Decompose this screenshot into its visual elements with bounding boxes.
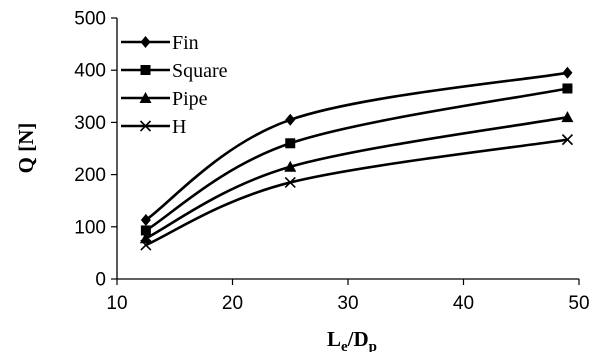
x-axis-title: Le/Dp [327,327,377,352]
legend-label-square: Square [172,60,228,82]
data-point-pipe [561,111,574,123]
legend-item-square: Square [121,60,228,82]
x-tick-label: 20 [222,293,243,314]
series-line-square [145,87,568,232]
series-line-pipe [145,115,568,240]
x-axis-title-main: L [327,327,341,351]
series-h [140,134,574,251]
data-point-h [140,239,152,251]
data-point-square [285,138,296,149]
legend-marker-h [139,120,152,132]
series-line-fin [145,71,568,222]
axes: 0 100 200 300 400 500 10 20 30 40 50 [74,9,589,315]
legend-item-fin: Fin [121,32,199,54]
legend: Fin Square Pipe H [121,32,228,138]
x-tick-label: 50 [568,293,589,314]
data-point-h [284,176,296,188]
y-axis-title: Q [N] [14,123,38,174]
series-line-h [145,138,568,247]
y-tick-label: 200 [74,165,106,186]
series-pipe [139,111,574,244]
series-square [140,83,573,236]
x-axis-title-mid: /D [347,327,369,351]
legend-item-h: H [121,116,186,138]
y-tick-label: 400 [74,61,106,82]
x-tick-label: 10 [106,293,127,314]
data-point-fin [140,214,151,227]
legend-item-pipe: Pipe [121,88,208,110]
data-point-square [562,83,573,94]
y-tick-label: 300 [74,113,106,134]
legend-label-h: H [172,116,186,138]
data-point-h [561,134,574,146]
data-point-fin [562,66,573,79]
x-axis-title-sub2: p [369,339,377,352]
x-tick-label: 40 [453,293,474,314]
y-tick-label: 100 [74,217,106,238]
legend-marker-square [140,65,151,75]
data-point-pipe [139,232,152,244]
data-point-fin [285,113,296,126]
x-axis-title-sub1: e [341,339,348,352]
legend-label-pipe: Pipe [172,88,208,110]
series-fin [140,66,573,227]
legend-label-fin: Fin [172,32,199,54]
x-tick-label: 30 [337,293,358,314]
legend-marker-fin [140,36,151,48]
data-point-square [140,225,151,236]
y-tick-label: 0 [95,270,106,291]
series-layer [139,66,574,251]
data-point-pipe [284,160,297,172]
legend-marker-pipe [139,92,152,103]
y-tick-label: 500 [74,9,106,30]
